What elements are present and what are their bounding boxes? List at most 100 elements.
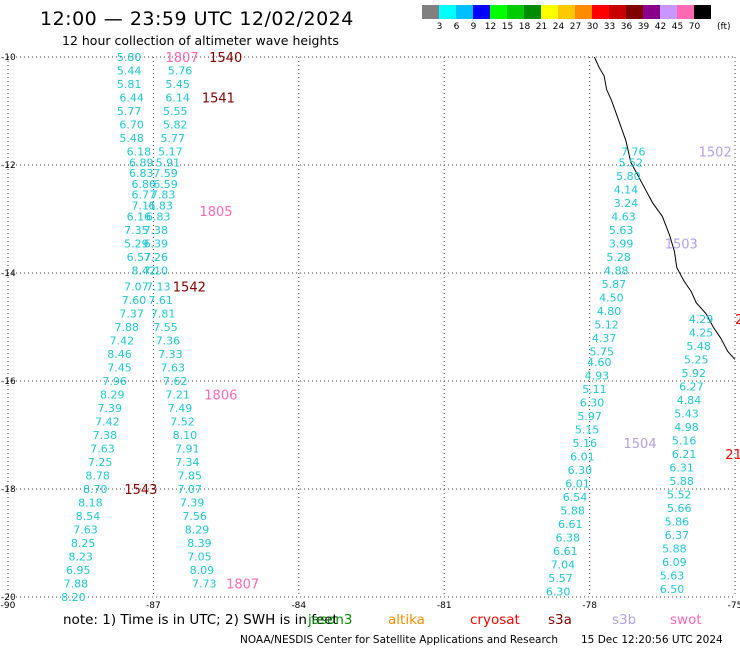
- swh-value: 7.26: [144, 251, 169, 264]
- swh-value: 6.83: [148, 200, 173, 213]
- lon-tick-label: -75: [728, 601, 740, 611]
- legend-swatch: [592, 5, 609, 19]
- swh-value: 7.13: [146, 281, 171, 294]
- swh-value: 8.54: [76, 510, 101, 523]
- swh-value: 5.91: [156, 156, 181, 169]
- legend-tick: 9: [470, 22, 477, 32]
- pass-time-label: 1807: [226, 578, 259, 593]
- coastline: [593, 56, 736, 360]
- lon-tick-label: -81: [437, 601, 452, 611]
- mission-cryosat: cryosat: [470, 612, 520, 628]
- legend-tick: 21: [535, 22, 548, 32]
- swh-value: 6.38: [556, 532, 581, 545]
- swh-value: 5.15: [575, 424, 600, 437]
- swh-value: 5.52: [619, 156, 644, 169]
- swh-value: 8.10: [173, 429, 198, 442]
- swh-value: 5.25: [684, 353, 709, 366]
- swh-value: 6.50: [660, 583, 685, 596]
- swh-value: 7.10: [144, 264, 169, 277]
- axis-ticks: -10 -12 -14 -16 -18 -20-90 -87 -84 -81 -78 -75: [1, 53, 740, 611]
- swh-value: 7.96: [102, 375, 127, 388]
- swh-value: 8.70: [83, 483, 108, 496]
- swh-value: 5.92: [682, 367, 707, 380]
- swh-value: 7.88: [64, 578, 89, 591]
- lon-tick-label: -78: [582, 601, 597, 611]
- swh-value: 4.88: [604, 264, 629, 277]
- lat-tick-label: -16: [1, 377, 16, 387]
- legend-tick: 45: [671, 22, 684, 32]
- swh-value: 6.54: [563, 491, 588, 504]
- swh-value: 6.01: [565, 478, 590, 491]
- swh-value: 5.16: [573, 437, 598, 450]
- lon-tick-label: -90: [1, 601, 16, 611]
- legend-tick: 30: [586, 22, 599, 32]
- swh-value: 7.63: [90, 443, 115, 456]
- swh-value: 8.09: [190, 564, 215, 577]
- pass-time-label: 1503: [665, 237, 698, 252]
- swh-value: 7.04: [551, 559, 576, 572]
- swh-value: 7.83: [151, 189, 176, 202]
- swh-value: 6.86: [131, 178, 156, 191]
- swh-value: 3.24: [614, 197, 639, 210]
- swh-value: 7.55: [153, 321, 178, 334]
- swh-value: 7.39: [180, 497, 205, 510]
- swh-value: 7.05: [187, 551, 212, 564]
- swh-value: 6.89: [129, 156, 154, 169]
- legend-swatch: [456, 5, 473, 19]
- lat-tick-label: -18: [1, 485, 16, 495]
- lon-tick-label: -84: [291, 601, 306, 611]
- swh-value: 4.80: [597, 305, 622, 318]
- swh-value: 8.42: [131, 264, 156, 277]
- legend-swatch: [694, 5, 711, 19]
- swh-value: 7.63: [161, 362, 186, 375]
- swh-value: 7.88: [114, 321, 139, 334]
- pass-time-label: 1504: [624, 437, 657, 452]
- swh-value: 5.45: [165, 78, 190, 91]
- legend-tick: 12: [484, 22, 497, 32]
- coastline-path: [593, 56, 736, 360]
- swh-value: 7.52: [170, 416, 195, 429]
- swh-value: 6.77: [131, 189, 156, 202]
- swh-value: 5.48: [686, 340, 711, 353]
- swh-value: 4.98: [674, 421, 699, 434]
- legend-tick: 39: [637, 22, 650, 32]
- swh-value: 7.91: [175, 443, 200, 456]
- swh-value: 5.77: [161, 132, 186, 145]
- swh-value: 5.75: [589, 345, 614, 358]
- swh-value: 7.36: [156, 335, 181, 348]
- swh-value: 5.82: [163, 119, 188, 132]
- swh-value: 4.60: [587, 356, 612, 369]
- swh-value: 5.48: [119, 132, 144, 145]
- footer-note: note: 1) Time is in UTC; 2) SWH is in fe…: [63, 612, 338, 628]
- swh-value: 8.20: [61, 591, 86, 604]
- pass-time-label: 1542: [173, 281, 206, 296]
- swh-value: 6.30: [580, 397, 605, 410]
- swh-value: 5.88: [560, 505, 585, 518]
- swh-value: 6.61: [553, 545, 578, 558]
- swh-value: 6.30: [568, 464, 593, 477]
- legend-tick: 3: [436, 22, 443, 32]
- swh-value: 7.76: [621, 146, 646, 159]
- swh-value: 6.09: [662, 556, 687, 569]
- swh-value: 6.21: [672, 448, 697, 461]
- swh-value: 8.18: [78, 497, 103, 510]
- swh-value: 5.44: [117, 65, 142, 78]
- pass-time-label: 1806: [204, 389, 237, 404]
- swh-value: 7.73: [192, 578, 217, 591]
- legend-tick: 24: [552, 22, 565, 32]
- swh-value: 4.50: [599, 291, 624, 304]
- swh-value: 7.59: [153, 167, 178, 180]
- swh-value: 5.16: [672, 434, 697, 447]
- swh-value: 5.86: [665, 515, 690, 528]
- swh-value: 6.61: [558, 518, 583, 531]
- swh-value: 7.85: [178, 470, 203, 483]
- legend-units: (ft): [717, 22, 731, 32]
- legend-swatch: [507, 5, 524, 19]
- legend-swatch: [575, 5, 592, 19]
- swh-value: 6.59: [153, 178, 178, 191]
- swh-value: 7.49: [168, 402, 193, 415]
- swh-value: 4.25: [689, 326, 714, 339]
- legend-swatch: [626, 5, 643, 19]
- swh-value: 7.45: [107, 362, 132, 375]
